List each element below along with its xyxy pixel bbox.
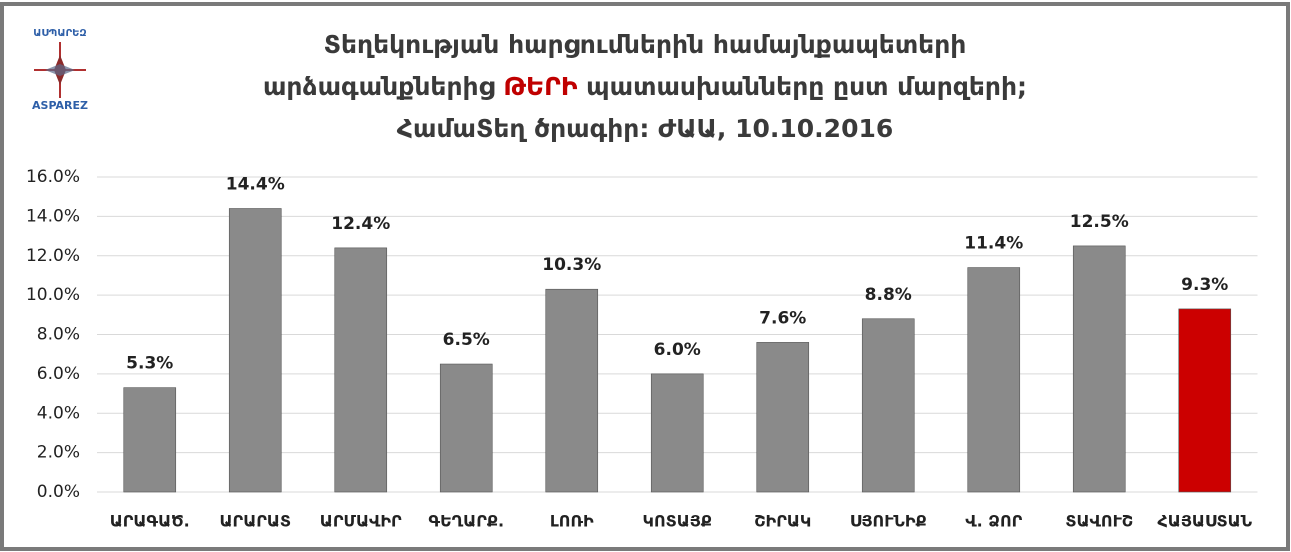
y-tick-label: 4.0% <box>37 403 80 423</box>
value-label: 8.8% <box>865 285 912 305</box>
x-tick-label: Վ. ՁՈՐ <box>965 512 1022 531</box>
y-tick-label: 12.0% <box>26 246 80 266</box>
title-part: ԹԵՐԻ <box>503 72 577 101</box>
title-part: պատասխանները ըստ մարզերի; <box>577 72 1027 101</box>
value-label: 10.3% <box>542 255 601 275</box>
bar <box>967 267 1021 493</box>
y-tick-label: 10.0% <box>26 285 80 305</box>
logo-text: ASPAREZ <box>32 99 88 112</box>
logo-text: ԱՍՊԱՐԵԶ <box>33 28 87 39</box>
bar <box>1072 245 1126 493</box>
value-label: 9.3% <box>1181 275 1228 295</box>
value-label: 7.6% <box>759 308 806 328</box>
bar <box>650 373 704 493</box>
y-tick-label: 0.0% <box>37 482 80 502</box>
x-tick-label: ԼՈՌԻ <box>550 512 594 531</box>
title-part: ՀամաՏեղ ծրագիր: ԺԱԱ, 10.10.2016 <box>397 114 894 143</box>
value-label: 12.5% <box>1070 212 1129 232</box>
title-part: արձագանքներից <box>263 72 503 101</box>
x-tick-label: ՍՅՈՒՆԻՔ <box>850 512 927 531</box>
bar <box>545 288 599 493</box>
y-tick-label: 14.0% <box>26 206 80 226</box>
value-label: 14.4% <box>226 175 285 195</box>
bar <box>756 342 810 493</box>
bar <box>1178 308 1232 493</box>
y-tick-label: 6.0% <box>37 364 80 384</box>
x-tick-label: ՀԱՅԱՍՏԱՆ <box>1157 512 1252 531</box>
value-label: 6.5% <box>443 330 490 350</box>
x-tick-label: ԳԵՂԱՐՔ. <box>428 512 504 531</box>
x-tick-label: ՏԱՎՈՒՇ <box>1065 512 1133 531</box>
x-tick-label: ԱՐԱԳԱԾ. <box>110 512 190 531</box>
value-label: 12.4% <box>331 214 390 234</box>
logo: ԱՍՊԱՐԵԶ ASPAREZ <box>32 28 88 112</box>
chart-title: Տեղեկության հարցումներին համայնքապետերի <box>324 30 967 59</box>
y-tick-label: 2.0% <box>37 443 80 463</box>
value-label: 6.0% <box>654 340 701 360</box>
value-label: 5.3% <box>126 354 173 374</box>
y-tick-label: 8.0% <box>37 325 80 345</box>
title-part: Տեղեկության հարցումներին համայնքապետերի <box>324 30 967 59</box>
bar <box>228 208 282 493</box>
y-tick-label: 16.0% <box>26 167 80 187</box>
value-label: 11.4% <box>964 234 1023 254</box>
chart-title: արձագանքներից ԹԵՐԻ պատասխանները ըստ մարզ… <box>263 72 1027 101</box>
x-tick-label: ԱՐԱՐԱՏ <box>220 512 291 531</box>
bar <box>334 247 388 493</box>
chart-title: ՀամաՏեղ ծրագիր: ԺԱԱ, 10.10.2016 <box>397 114 894 143</box>
bar <box>439 363 493 493</box>
x-tick-label: ԿՈՏԱՅՔ <box>643 512 712 531</box>
x-tick-label: ՇԻՐԱԿ <box>754 512 811 531</box>
bar <box>123 387 177 493</box>
x-tick-label: ԱՐՄԱՎԻՐ <box>320 512 402 531</box>
bar <box>861 318 915 493</box>
